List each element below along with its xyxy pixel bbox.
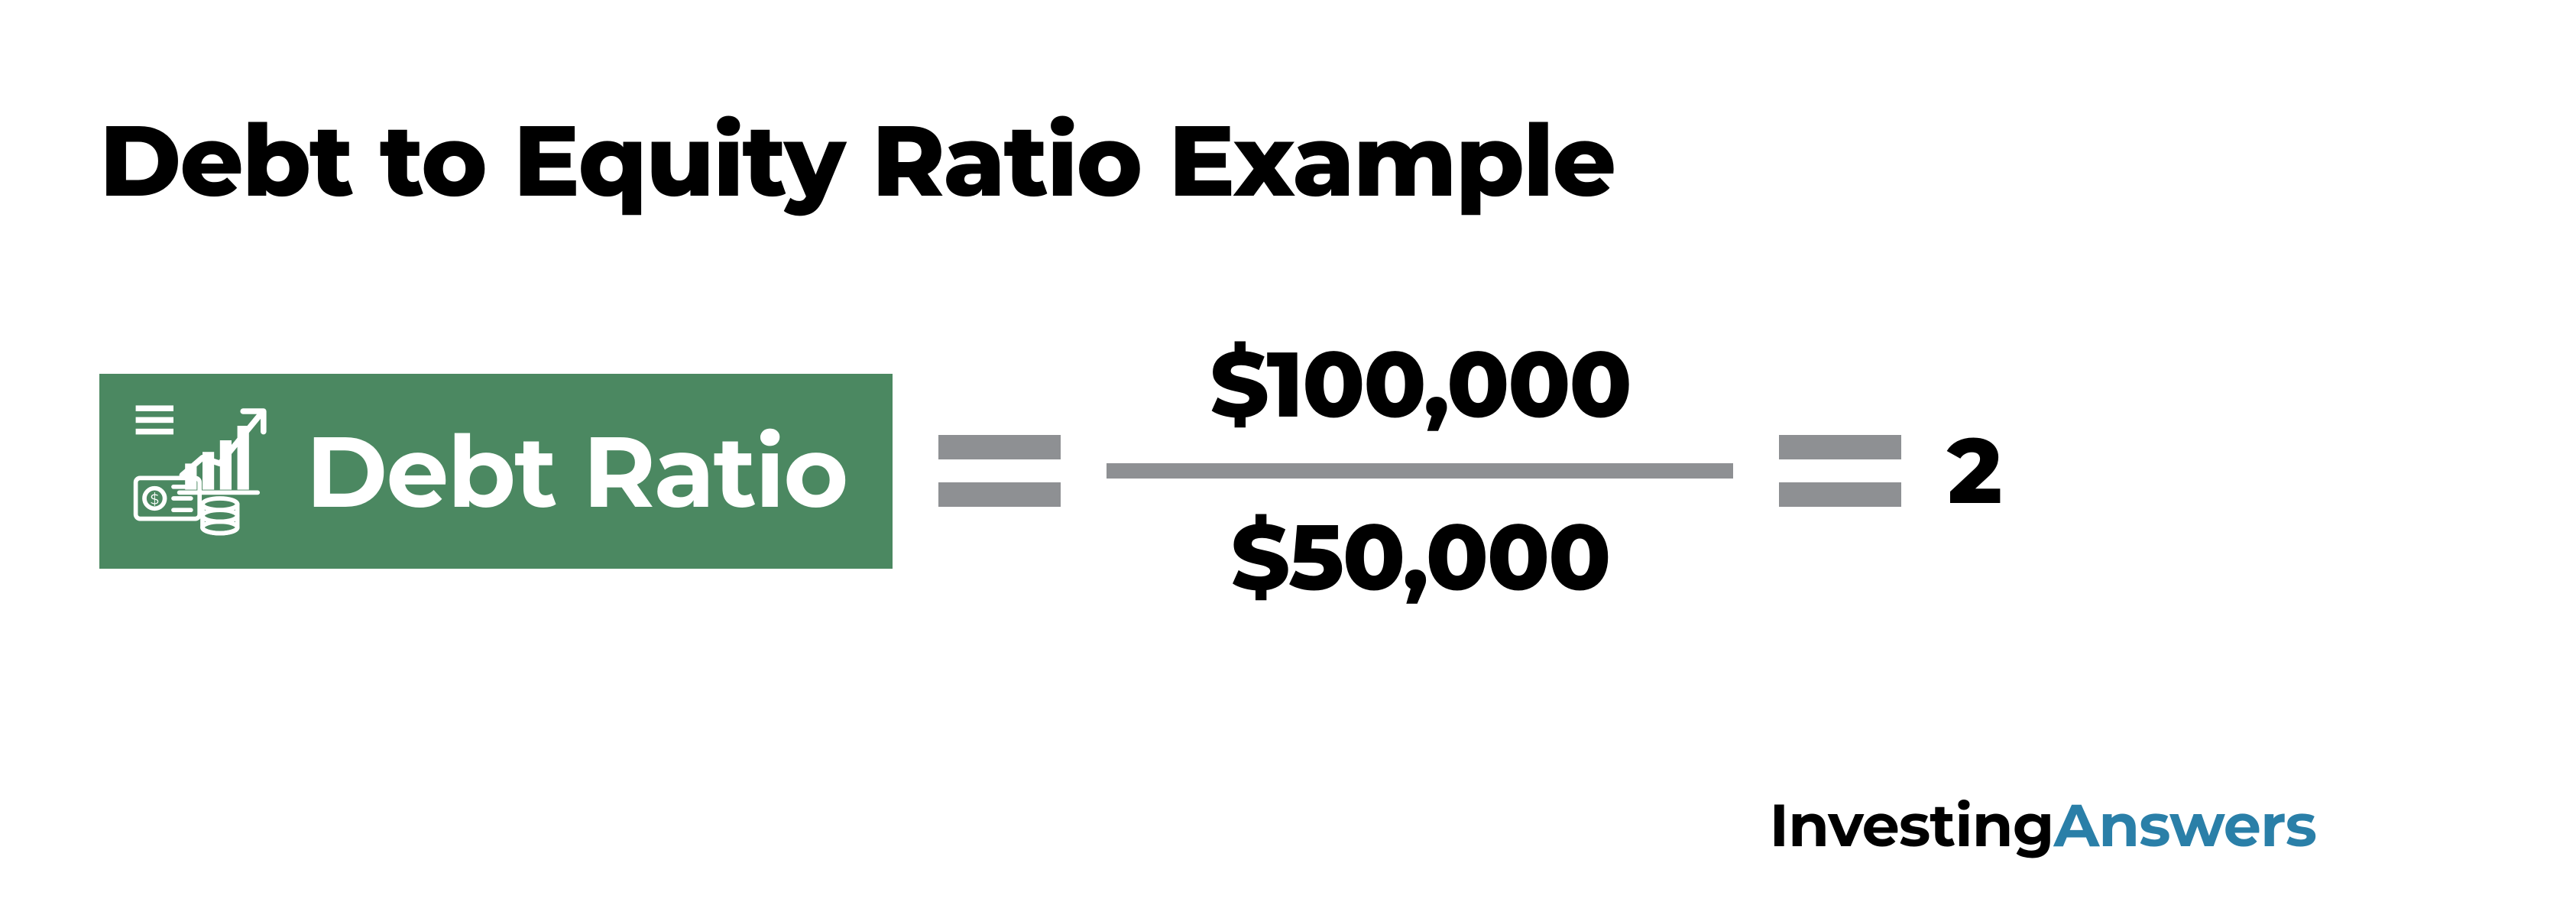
debt-ratio-badge: $ Debt Ratio (99, 374, 893, 569)
finance-chart-icon: $ (130, 397, 275, 546)
badge-label: Debt Ratio (306, 410, 847, 532)
attribution: InvestingAnswers (1770, 788, 2317, 861)
attribution-part2: Answers (2054, 788, 2316, 861)
equals-sign-1 (938, 435, 1061, 507)
svg-text:$: $ (150, 490, 159, 508)
result-value: 2 (1947, 415, 2002, 527)
attribution-part1: Investing (1770, 788, 2054, 861)
fraction-line (1107, 463, 1733, 479)
equals-sign-2 (1779, 435, 1901, 507)
denominator: $50,000 (1230, 501, 1609, 613)
fraction: $100,000 $50,000 (1107, 329, 1733, 613)
formula-row: $ Debt Ratio $100,000 $50,000 2 (99, 329, 2002, 613)
numerator: $100,000 (1210, 329, 1631, 440)
page-title: Debt to Equity Ratio Example (99, 99, 1615, 221)
